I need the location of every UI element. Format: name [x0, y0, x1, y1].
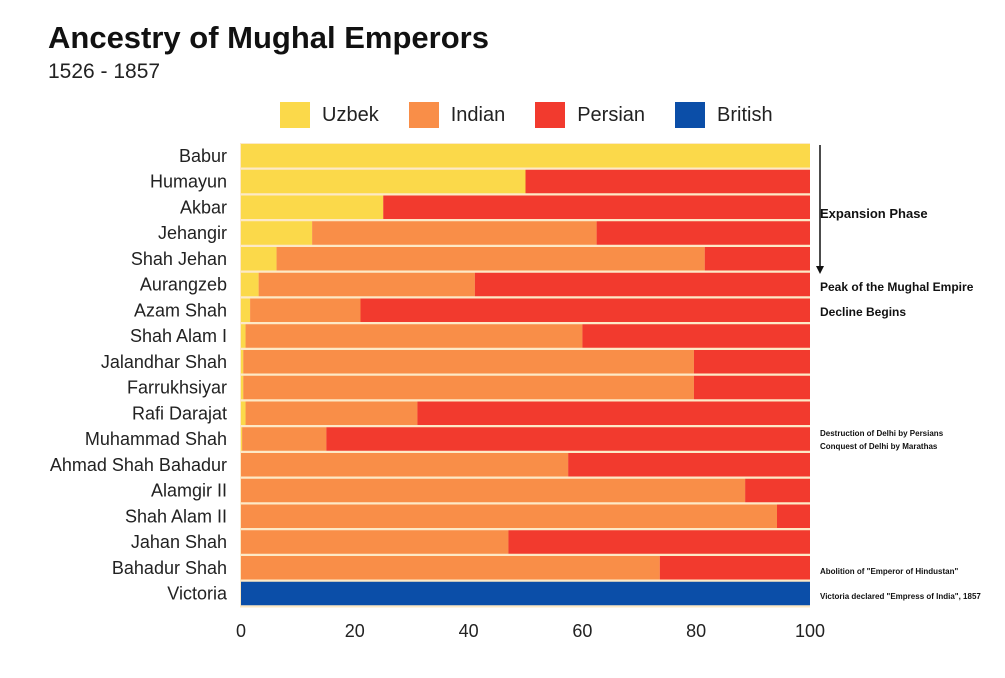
bar-indian	[241, 504, 777, 528]
category-label: Shah Alam I	[130, 326, 227, 346]
category-label: Jahan Shah	[131, 532, 227, 552]
x-tick-label: 60	[572, 621, 592, 641]
annotation-victoria: Victoria declared "Empress of India", 18…	[820, 592, 981, 601]
bar-indian	[241, 556, 660, 580]
bar-persian	[417, 401, 810, 425]
legend-item-british: British	[675, 102, 773, 128]
category-label: Muhammad Shah	[85, 429, 227, 449]
category-label: Humayun	[150, 172, 227, 192]
bar-persian	[596, 221, 810, 245]
x-tick-label: 20	[345, 621, 365, 641]
legend-swatch	[280, 102, 310, 128]
bar-persian	[704, 247, 810, 271]
annotation-expansion: Expansion Phase	[820, 206, 928, 221]
bar-uzbek	[241, 144, 810, 168]
bar-persian	[326, 427, 810, 451]
category-label: Babur	[179, 146, 227, 166]
bar-indian	[241, 478, 746, 503]
bar-persian	[568, 453, 810, 477]
bar-indian	[241, 530, 509, 554]
bar-indian	[250, 298, 361, 322]
legend-swatch	[535, 102, 566, 128]
bar-uzbek	[241, 350, 244, 374]
legend-item-uzbek: Uzbek	[280, 102, 379, 128]
legend-item-indian: Indian	[408, 102, 506, 128]
annotation-conquest: Conquest of Delhi by Marathas	[820, 442, 938, 451]
annotation-decline: Decline Begins	[820, 305, 907, 319]
bar-uzbek	[241, 169, 526, 194]
bar-uzbek	[241, 401, 246, 425]
bar-indian	[276, 247, 705, 271]
x-tick-label: 0	[236, 621, 246, 641]
category-label: Shah Jehan	[131, 249, 227, 269]
plot-background	[240, 143, 810, 608]
legend-swatch	[408, 102, 439, 128]
bar-indian	[241, 453, 569, 477]
legend-label: Persian	[577, 103, 646, 126]
category-label: Rafi Darajat	[132, 403, 227, 423]
legend-swatch	[675, 102, 706, 128]
x-tick-label: 80	[686, 621, 706, 641]
category-label: Jalandhar Shah	[101, 352, 227, 372]
annotation-destruction: Destruction of Delhi by Persians	[820, 429, 944, 438]
category-label: Alamgir II	[151, 481, 227, 501]
bar-persian	[745, 478, 810, 503]
category-label: Jehangir	[158, 223, 227, 243]
legend: Uzbek Indian Persian British	[280, 102, 803, 128]
bar-uzbek	[241, 247, 277, 271]
category-label: Ahmad Shah Bahadur	[50, 455, 227, 475]
bar-persian	[383, 195, 810, 219]
bar-indian	[243, 350, 694, 374]
bar-uzbek	[241, 298, 251, 322]
bar-uzbek	[241, 375, 244, 400]
category-label: Bahadur Shah	[112, 558, 227, 578]
bar-persian	[360, 298, 810, 322]
bar-persian	[776, 504, 810, 528]
legend-label: British	[717, 103, 773, 126]
bar-persian	[582, 324, 810, 348]
bar-indian	[312, 221, 597, 245]
category-label: Victoria	[167, 584, 228, 604]
bar-uzbek	[241, 272, 259, 297]
bar-uzbek	[241, 427, 243, 451]
category-label: Azam Shah	[134, 300, 227, 320]
bar-british	[241, 581, 810, 606]
expansion-arrow-head	[816, 266, 824, 274]
category-label: Aurangzeb	[140, 275, 227, 295]
bar-uzbek	[241, 324, 246, 348]
bar-indian	[245, 401, 418, 425]
bar-uzbek	[241, 221, 313, 245]
bar-persian	[525, 169, 810, 194]
x-tick-label: 100	[795, 621, 825, 641]
bar-persian	[659, 556, 810, 580]
chart-title: Ancestry of Mughal Emperors	[48, 20, 489, 55]
annotation-peak: Peak of the Mughal Empire	[820, 280, 974, 294]
bar-persian	[508, 530, 810, 554]
x-tick-label: 40	[459, 621, 479, 641]
annotation-abolition: Abolition of "Emperor of Hindustan"	[820, 567, 959, 576]
category-label: Akbar	[180, 197, 227, 217]
category-label: Farrukhsiyar	[127, 378, 227, 398]
legend-label: Indian	[450, 103, 506, 126]
category-label: Shah Alam II	[125, 506, 227, 526]
bar-indian	[258, 272, 475, 297]
bar-indian	[242, 427, 327, 451]
bar-persian	[693, 375, 810, 400]
bar-persian	[474, 272, 810, 297]
legend-item-persian: Persian	[535, 102, 645, 128]
chart-subtitle: 1526 - 1857	[48, 60, 161, 83]
legend-label: Uzbek	[322, 103, 379, 126]
bar-uzbek	[241, 195, 384, 219]
bar-indian	[243, 375, 694, 400]
bar-indian	[245, 324, 583, 348]
bar-persian	[693, 350, 810, 374]
